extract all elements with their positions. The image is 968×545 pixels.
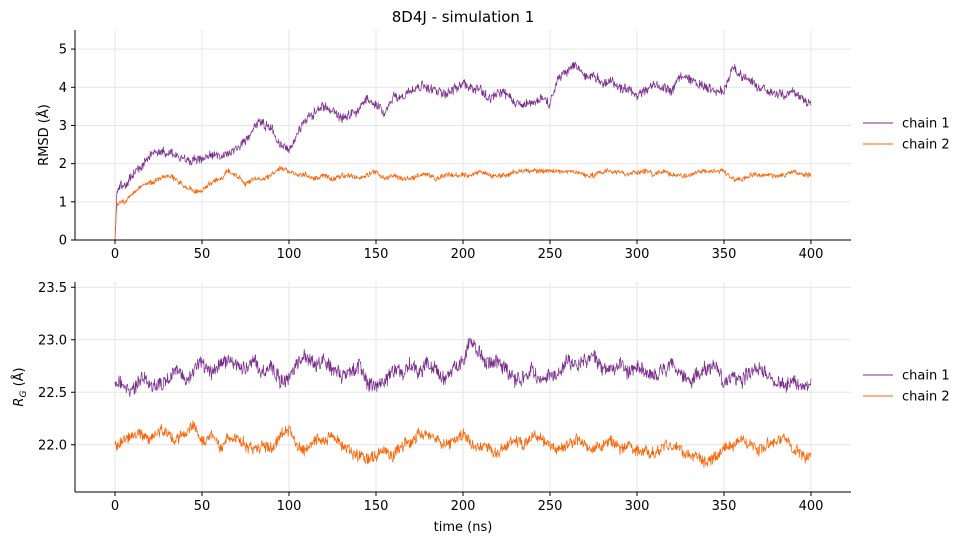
chart-title: 8D4J - simulation 1 <box>392 8 535 26</box>
rg-series-chain-1 <box>114 337 812 398</box>
x-tick-label: 200 <box>451 499 476 514</box>
x-tick-label: 400 <box>799 247 824 262</box>
y-tick-label: 22.5 <box>38 386 67 401</box>
x-tick-label: 400 <box>799 499 824 514</box>
x-tick-label: 0 <box>111 499 119 514</box>
y-tick-label: 23.0 <box>38 333 67 348</box>
x-tick-label: 150 <box>364 247 389 262</box>
legend-label: chain 1 <box>902 117 950 132</box>
legend-label: chain 2 <box>902 138 950 153</box>
y-tick-label: 4 <box>59 81 67 96</box>
legend-label: chain 2 <box>902 390 950 405</box>
rmsd-panel: 0 50 100 150 200 250 300 350 400 0 1 2 3 4 5 RMSD (Å) ch… <box>36 30 950 262</box>
y-tick-label: 1 <box>59 195 67 210</box>
x-tick-label: 150 <box>364 499 389 514</box>
x-tick-label: 100 <box>277 499 302 514</box>
x-tick-label: 300 <box>625 499 650 514</box>
rmsd-series-chain-2 <box>114 165 812 241</box>
x-tick-label: 300 <box>625 247 650 262</box>
x-tick-label: 350 <box>712 499 737 514</box>
y-axis-label: RG (Å) <box>11 367 29 406</box>
rg-series-chain-2 <box>114 420 812 469</box>
rmsd-series-chain-1 <box>114 61 812 241</box>
x-tick-label: 50 <box>194 499 211 514</box>
y-axis-label: RMSD (Å) <box>36 104 52 166</box>
x-tick-label: 350 <box>712 247 737 262</box>
rg-panel: 0 50 100 150 200 250 300 350 400 22.0 22.5 23.0 23.5… <box>11 281 950 514</box>
y-tick-label: 22.0 <box>38 438 67 453</box>
y-tick-label: 23.5 <box>38 281 67 296</box>
x-tick-label: 250 <box>538 499 563 514</box>
y-tick-label: 5 <box>59 43 67 58</box>
y-tick-label: 2 <box>59 157 67 172</box>
x-tick-label: 250 <box>538 247 563 262</box>
legend-label: chain 1 <box>902 369 950 384</box>
y-tick-label: 3 <box>59 119 67 134</box>
x-tick-label: 50 <box>194 247 211 262</box>
x-tick-label: 100 <box>277 247 302 262</box>
x-axis-label: time (ns) <box>434 520 493 535</box>
x-tick-label: 200 <box>451 247 476 262</box>
x-tick-label: 0 <box>111 247 119 262</box>
y-tick-label: 0 <box>59 234 67 249</box>
